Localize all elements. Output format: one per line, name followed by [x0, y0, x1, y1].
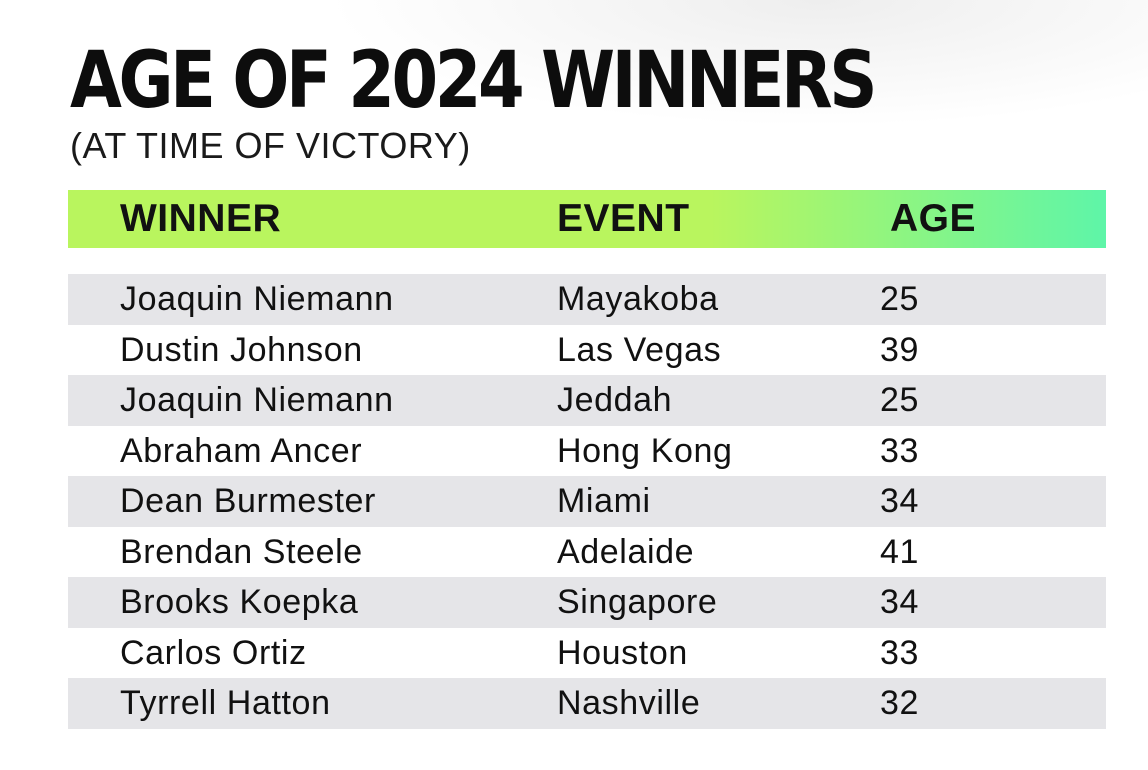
event-cell: Nashville	[557, 684, 701, 722]
table-row: Dustin Johnson Las Vegas 39	[68, 325, 1106, 376]
winners-table: WINNER EVENT AGE Joaquin Niemann Mayakoba…	[68, 190, 1106, 729]
header-age: AGE	[890, 197, 977, 240]
table-row: Dean Burmester Miami 34	[68, 476, 1106, 527]
event-cell: Houston	[557, 633, 688, 672]
winner-cell: Joaquin Niemann	[120, 381, 394, 419]
event-cell: Mayakoba	[557, 280, 719, 318]
event-cell: Adelaide	[557, 532, 695, 571]
event-cell: Miami	[557, 482, 651, 520]
event-cell: Singapore	[557, 583, 718, 621]
winner-cell: Joaquin Niemann	[120, 280, 394, 318]
table-row: Abraham Ancer Hong Kong 33	[68, 426, 1106, 477]
winner-cell: Carlos Ortiz	[120, 633, 307, 672]
age-cell: 25	[880, 381, 920, 419]
age-cell: 34	[880, 583, 920, 621]
table-row: Brooks Koepka Singapore 34	[68, 577, 1106, 628]
age-cell: 41	[880, 532, 920, 571]
age-cell: 39	[880, 330, 920, 369]
table-row: Joaquin Niemann Mayakoba 25	[68, 274, 1106, 325]
winner-cell: Tyrrell Hatton	[120, 684, 331, 722]
event-cell: Jeddah	[557, 381, 673, 419]
table-row: Joaquin Niemann Jeddah 25	[68, 375, 1106, 426]
winner-cell: Brendan Steele	[120, 532, 363, 571]
age-cell: 25	[880, 280, 920, 318]
header-event: EVENT	[557, 197, 690, 240]
chart-subtitle: (AT TIME OF VICTORY)	[70, 125, 471, 166]
table-header: WINNER EVENT AGE	[68, 190, 1106, 248]
header-winner: WINNER	[120, 197, 282, 240]
winner-cell: Dustin Johnson	[120, 330, 363, 369]
winner-cell: Abraham Ancer	[120, 431, 363, 470]
age-cell: 34	[880, 482, 920, 520]
winner-cell: Dean Burmester	[120, 482, 376, 520]
age-cell: 32	[880, 684, 920, 722]
event-cell: Hong Kong	[557, 431, 733, 470]
age-cell: 33	[880, 431, 920, 470]
chart-title: AGE OF 2024 WINNERS	[70, 36, 877, 126]
winner-cell: Brooks Koepka	[120, 583, 359, 621]
event-cell: Las Vegas	[557, 330, 722, 369]
table-body: Joaquin Niemann Mayakoba 25 Dustin Johnson L…	[68, 274, 1106, 729]
age-cell: 33	[880, 633, 920, 672]
table-row: Tyrrell Hatton Nashville 32	[68, 678, 1106, 729]
table-row: Brendan Steele Adelaide 41	[68, 527, 1106, 578]
table-row: Carlos Ortiz Houston 33	[68, 628, 1106, 679]
